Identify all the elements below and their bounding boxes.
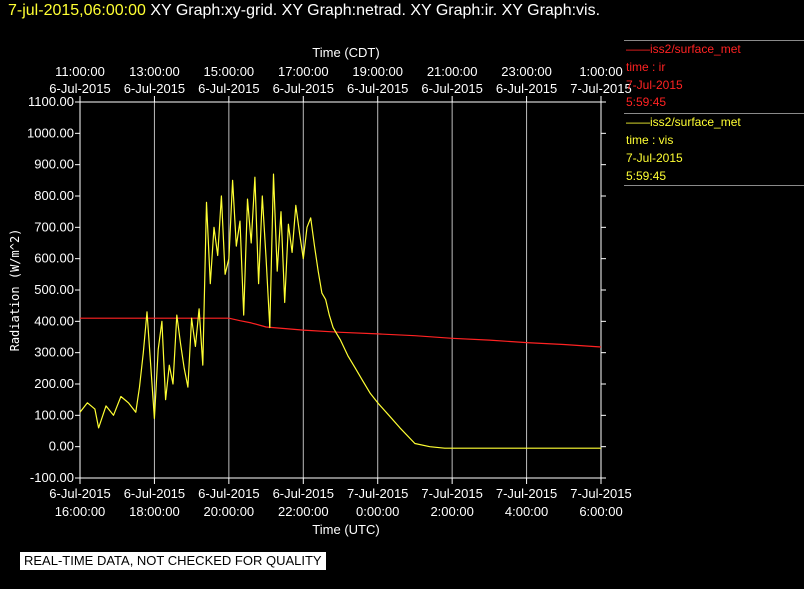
- x-top-tick-label-time: 17:00:00: [278, 64, 329, 79]
- x-top-tick-label-date: 6-Jul-2015: [49, 81, 110, 96]
- x-tick-label-time: 22:00:00: [278, 504, 329, 519]
- x-tick-label-time: 0:00:00: [356, 504, 399, 519]
- x-tick-label-time: 20:00:00: [204, 504, 255, 519]
- y-axis: 1100.00 1000.00 900.00 800.00 700.00 600.00 50…: [27, 94, 606, 485]
- x-tick-label-date: 6-Jul-2015: [198, 486, 259, 501]
- header-timestamp: 7-jul-2015,06:00:00: [8, 2, 146, 19]
- x-top-tick-label-time: 15:00:00: [204, 64, 255, 79]
- plot-frame: [79, 101, 602, 479]
- x-top-tick-label-date: 6-Jul-2015: [347, 81, 408, 96]
- y-tick-label: 900.00: [34, 157, 74, 172]
- legend-ir-var: time : ir: [626, 59, 666, 74]
- legend-ir-date: 7-Jul-2015: [626, 77, 683, 92]
- quality-disclaimer: REAL-TIME DATA, NOT CHECKED FOR QUALITY: [20, 552, 326, 570]
- x-axis-bottom: 6-Jul-2015 16:00:00 6-Jul-2015 18:00:00 6-Ju…: [49, 478, 632, 519]
- x-tick-label-date: 6-Jul-2015: [124, 486, 185, 501]
- legend-vis-var: time : vis: [626, 132, 674, 147]
- chart-header: 7-jul-2015,06:00:00 XY Graph:xy-grid. XY…: [8, 2, 600, 20]
- legend-end-rule: [624, 185, 804, 187]
- x-tick-label-date: 7-Jul-2015: [347, 486, 408, 501]
- grid-lines: [153, 102, 528, 478]
- y-tick-label: 400.00: [34, 313, 74, 328]
- y-tick-label: 1100.00: [28, 94, 74, 109]
- y-tick-label: 800.00: [34, 188, 74, 203]
- x-top-tick-label-time: 19:00:00: [352, 64, 403, 79]
- x-top-tick-label-time: 13:00:00: [129, 64, 180, 79]
- x-tick-label-time: 2:00:00: [430, 504, 473, 519]
- x-axis-top: 11:00:00 6-Jul-2015 13:00:00 6-Jul-2015 15:0…: [49, 64, 632, 102]
- series-line-ir: [80, 317, 602, 348]
- legend-entry-vis: ——iss2/surface_met time : vis 7-Jul-2015…: [624, 113, 804, 185]
- x-top-tick-label-date: 6-Jul-2015: [496, 81, 557, 96]
- x-tick-label-date: 6-Jul-2015: [273, 486, 334, 501]
- x-top-tick-label-date: 6-Jul-2015: [198, 81, 259, 96]
- y-axis-title: Radiation (W/m^2): [8, 229, 22, 352]
- x-axis-top-title: Time (CDT): [312, 45, 379, 60]
- x-tick-label-date: 6-Jul-2015: [49, 486, 110, 501]
- legend-vis-date: 7-Jul-2015: [626, 150, 683, 165]
- x-tick-label-time: 4:00:00: [505, 504, 548, 519]
- x-top-tick-label-time: 23:00:00: [501, 64, 552, 79]
- y-tick-label: 200.00: [34, 376, 74, 391]
- y-tick-label: 300.00: [34, 345, 74, 360]
- y-tick-label: 600.00: [34, 251, 74, 266]
- y-tick-label: 100.00: [34, 407, 74, 422]
- x-top-tick-label-time: 21:00:00: [427, 64, 478, 79]
- x-top-tick-label-time: 11:00:00: [55, 64, 105, 79]
- y-tick-label: 0.00: [49, 439, 74, 454]
- legend-vis-source: ——iss2/surface_met: [626, 115, 741, 130]
- x-top-tick-label-date: 6-Jul-2015: [421, 81, 482, 96]
- x-axis-bottom-title: Time (UTC): [312, 522, 379, 537]
- header-graph-list: XY Graph:xy-grid. XY Graph:netrad. XY Gr…: [150, 2, 601, 19]
- x-top-tick-label-time: 1:00:00: [579, 64, 622, 79]
- x-tick-label-date: 7-Jul-2015: [570, 486, 631, 501]
- legend: ——iss2/surface_met time : ir 7-Jul-2015 …: [624, 40, 804, 187]
- y-tick-label: 700.00: [34, 219, 74, 234]
- x-top-tick-label-date: 6-Jul-2015: [273, 81, 334, 96]
- x-tick-label-date: 7-Jul-2015: [496, 486, 557, 501]
- y-tick-label: 1000.00: [27, 125, 74, 140]
- x-tick-label-time: 18:00:00: [129, 504, 180, 519]
- legend-ir-source: ——iss2/surface_met: [626, 42, 741, 56]
- x-tick-label-time: 16:00:00: [55, 504, 106, 519]
- legend-entry-ir: ——iss2/surface_met time : ir 7-Jul-2015 …: [624, 40, 804, 112]
- x-tick-label-date: 7-Jul-2015: [421, 486, 482, 501]
- series-group: [79, 173, 602, 449]
- y-tick-label: -100.00: [30, 470, 74, 485]
- legend-ir-time: 5:59:45: [626, 95, 667, 110]
- x-tick-label-time: 6:00:00: [579, 504, 622, 519]
- series-line-vis: [79, 173, 601, 449]
- x-top-tick-label-date: 6-Jul-2015: [124, 81, 185, 96]
- y-tick-label: 500.00: [34, 282, 74, 297]
- legend-vis-time: 5:59:45: [626, 168, 667, 183]
- x-top-tick-label-date: 7-Jul-2015: [570, 81, 631, 96]
